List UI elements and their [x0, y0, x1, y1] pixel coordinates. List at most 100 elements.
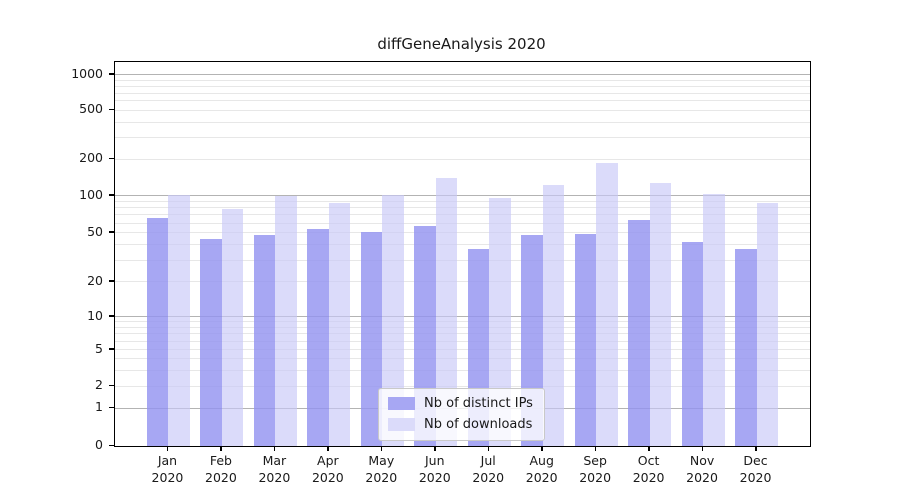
x-tick-year: 2020	[418, 470, 451, 485]
y-tick-label-2: 2	[95, 377, 103, 393]
x-tick-year: 2020	[579, 470, 612, 485]
x-tick-mark-mar	[273, 446, 276, 451]
y-tick-label-1: 1	[95, 399, 103, 415]
gridline-20	[115, 281, 810, 283]
gridline-40	[115, 244, 810, 246]
x-tick-year: 2020	[258, 470, 291, 485]
bar-downloads-aug	[542, 184, 565, 446]
x-tick-mark-jul	[487, 446, 490, 451]
x-tick-year: 2020	[472, 470, 505, 485]
gridline-9	[115, 321, 810, 323]
bar-distinct-ips-oct	[628, 219, 650, 446]
y-tick-label-200: 200	[79, 150, 103, 166]
x-tick-month: Jul	[480, 453, 496, 468]
bar-distinct-ips-mar	[253, 235, 276, 446]
legend-item-distinct-ips: Nb of distinct IPs	[388, 396, 533, 411]
x-tick-month: Feb	[209, 453, 232, 468]
y-tick-label-5: 5	[95, 340, 103, 356]
x-tick-month: Oct	[637, 453, 660, 468]
y-tick-label-1000: 1000	[71, 65, 103, 81]
x-tick-label-nov: Nov 2020	[660, 452, 744, 486]
chart-title: diffGeneAnalysis 2020	[377, 35, 546, 53]
bar-downloads-may	[382, 195, 404, 446]
x-tick-year: 2020	[151, 470, 184, 485]
bar-distinct-ips-may	[360, 231, 383, 446]
x-tick-label-aug: Aug 2020	[500, 452, 584, 486]
y-tick-mark-2	[109, 384, 114, 387]
y-tick-mark-200	[109, 157, 114, 160]
gridline-80	[115, 207, 810, 209]
y-tick-label-100: 100	[79, 186, 103, 202]
gridline-6	[115, 340, 810, 342]
bar-downloads-nov	[703, 193, 725, 446]
x-tick-mark-feb	[220, 446, 222, 451]
x-tick-label-jun: Jun 2020	[393, 452, 477, 486]
y-tick-mark-1000	[109, 73, 114, 75]
y-tick-label-10: 10	[87, 307, 103, 323]
gridline-30	[115, 259, 810, 261]
gridline-70	[115, 214, 810, 216]
bar-downloads-apr	[328, 203, 351, 446]
x-tick-month: Dec	[743, 453, 768, 468]
bar-downloads-jul	[489, 198, 511, 446]
x-tick-month: Jan	[157, 453, 178, 468]
x-tick-label-oct: Oct 2020	[607, 452, 691, 486]
bar-distinct-ips-dec	[735, 249, 757, 446]
y-tick-mark-0	[109, 444, 114, 446]
x-tick-mark-nov	[701, 446, 704, 451]
gridline-400	[115, 121, 810, 123]
gridlines-layer	[115, 62, 810, 446]
y-tick-label-20: 20	[87, 272, 103, 288]
x-tick-mark-sep	[594, 446, 597, 451]
y-tick-label-500: 500	[79, 101, 103, 117]
gridline-800	[115, 85, 810, 87]
gridline-500	[115, 109, 810, 111]
x-tick-mark-oct	[648, 446, 650, 451]
x-tick-label-feb: Feb 2020	[179, 452, 263, 486]
x-tick-label-jan: Jan 2020	[125, 452, 209, 486]
y-tick-mark-5	[109, 348, 114, 350]
x-tick-month: Nov	[689, 453, 715, 468]
x-tick-label-mar: Mar 2020	[232, 452, 316, 486]
x-tick-year: 2020	[686, 470, 718, 485]
x-tick-mark-dec	[755, 446, 757, 451]
bar-downloads-oct	[649, 182, 672, 446]
bar-downloads-dec	[756, 203, 779, 446]
x-tick-year: 2020	[632, 470, 665, 485]
x-tick-year: 2020	[311, 470, 344, 485]
x-tick-month: Apr	[317, 453, 339, 468]
gridline-7	[115, 333, 810, 335]
gridline-200	[115, 158, 810, 160]
legend-item-downloads: Nb of downloads	[388, 417, 533, 432]
bar-distinct-ips-feb	[200, 238, 222, 446]
gridline-900	[115, 79, 810, 81]
legend-swatch-distinct-ips	[388, 397, 415, 410]
x-tick-month: Mar	[262, 453, 287, 468]
gridline-50	[115, 232, 810, 234]
x-tick-mark-aug	[541, 446, 543, 451]
gridline-700	[115, 92, 810, 94]
x-tick-mark-jan	[166, 446, 169, 451]
gridline-600	[115, 100, 810, 102]
gridline-3	[115, 369, 810, 371]
x-tick-label-apr: Apr 2020	[286, 452, 370, 486]
legend-label-distinct-ips: Nb of distinct IPs	[424, 396, 533, 411]
gridline-5	[115, 349, 810, 351]
x-tick-month: Sep	[583, 453, 607, 468]
y-tick-mark-1	[109, 406, 114, 409]
y-tick-mark-10	[109, 315, 114, 317]
legend-label-downloads: Nb of downloads	[424, 417, 533, 432]
y-tick-label-0: 0	[95, 437, 103, 452]
x-tick-label-jul: Jul 2020	[446, 452, 530, 486]
bar-distinct-ips-apr	[307, 228, 329, 446]
y-tick-mark-100	[109, 194, 114, 196]
x-tick-year: 2020	[739, 470, 772, 485]
y-tick-mark-50	[109, 231, 114, 233]
x-tick-month: Jun	[425, 453, 445, 468]
x-tick-month: Aug	[529, 453, 554, 468]
x-tick-year: 2020	[205, 470, 237, 485]
gridline-10	[115, 316, 810, 318]
gridline-90	[115, 200, 810, 202]
x-tick-label-dec: Dec 2020	[714, 452, 798, 486]
